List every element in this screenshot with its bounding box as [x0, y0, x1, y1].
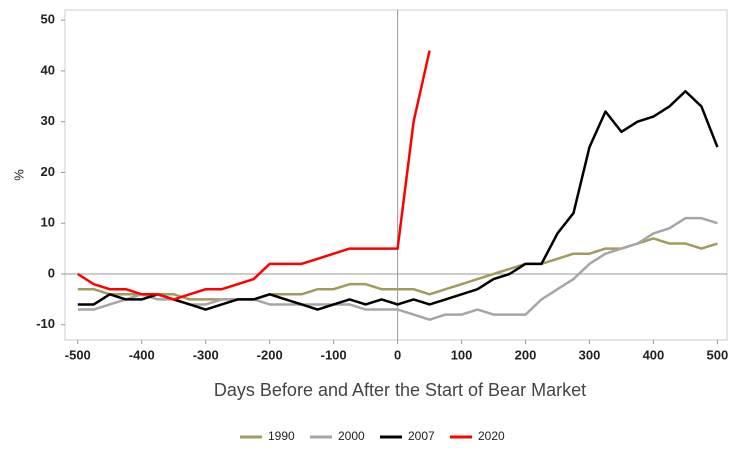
- x-tick-label: -100: [321, 347, 347, 362]
- x-tick-label: -500: [65, 347, 91, 362]
- series-line: [77, 237, 718, 301]
- y-axis-label: %: [11, 169, 26, 181]
- series-line: [77, 89, 719, 311]
- x-tick-label: 0: [394, 347, 401, 362]
- legend-label: 2000: [338, 429, 365, 443]
- y-tick-label: 40: [41, 62, 55, 77]
- legend-label: 1990: [268, 429, 295, 443]
- x-tick-label: 300: [579, 347, 601, 362]
- legend-label: 2020: [478, 429, 505, 443]
- y-tick-label: 20: [41, 164, 55, 179]
- plot-frame: [64, 9, 728, 341]
- x-tick-label: -400: [129, 347, 155, 362]
- x-tick-label: 200: [515, 347, 537, 362]
- series-line: [77, 50, 431, 301]
- legend-label: 2007: [408, 429, 435, 443]
- y-tick-label: -10: [36, 316, 55, 331]
- y-tick-label: 50: [41, 12, 55, 27]
- x-tick-label: 500: [707, 347, 729, 362]
- x-tick-label: 100: [451, 347, 473, 362]
- y-tick-label: 10: [41, 215, 55, 230]
- y-tick-label: 30: [41, 113, 55, 128]
- x-tick-label: -200: [257, 347, 283, 362]
- x-axis-label: Days Before and After the Start of Bear …: [214, 380, 586, 400]
- x-tick-label: -300: [193, 347, 219, 362]
- x-tick-label: 400: [643, 347, 665, 362]
- y-tick-label: 0: [48, 265, 55, 280]
